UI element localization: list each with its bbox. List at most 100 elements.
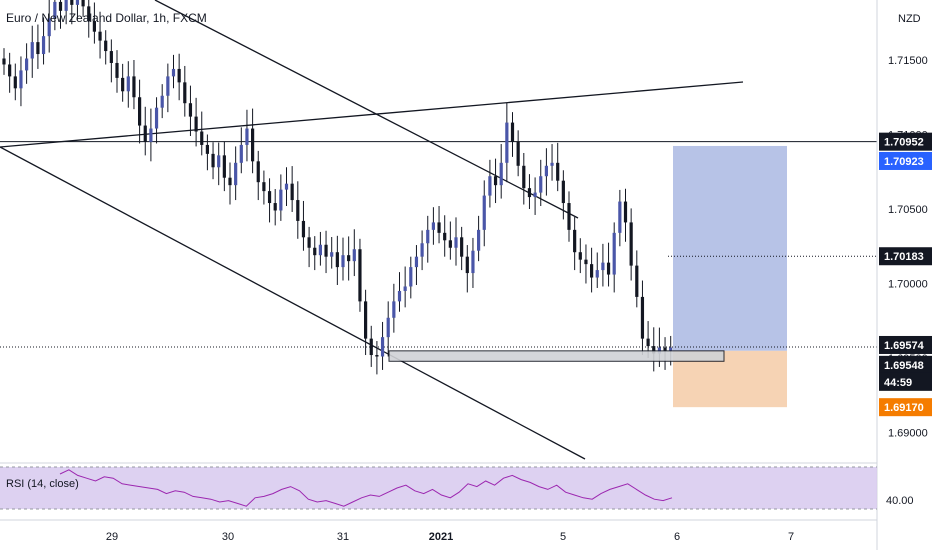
candle-body	[98, 31, 102, 41]
candle	[375, 341, 379, 375]
time-tick-label: 29	[106, 531, 118, 543]
candle-body	[19, 70, 23, 89]
candle	[160, 84, 164, 119]
candle	[290, 166, 294, 212]
candle	[573, 217, 577, 271]
candle	[448, 221, 452, 260]
candle	[347, 236, 351, 281]
horizontal-line-level-label: 1.70952	[879, 132, 932, 151]
candle	[341, 237, 345, 281]
candle	[364, 289, 368, 356]
candle	[380, 321, 385, 370]
candle-body	[149, 128, 153, 142]
candle-body	[601, 262, 605, 271]
candle-body	[183, 82, 187, 104]
candle	[516, 130, 520, 177]
candle	[279, 174, 283, 221]
candle-body	[533, 192, 537, 198]
candle-body	[217, 155, 221, 168]
candle-body	[154, 107, 159, 129]
candle-body	[273, 203, 277, 211]
candle	[245, 109, 249, 162]
candle-body	[341, 255, 345, 268]
candle	[590, 247, 594, 293]
candle	[437, 206, 441, 244]
entry-level-label-text: 1.69548	[884, 360, 924, 372]
candle-body	[267, 191, 272, 204]
candle-body	[465, 256, 469, 274]
candle-body	[8, 64, 12, 77]
ascending-trendline[interactable]	[0, 81, 744, 148]
candle	[623, 188, 628, 242]
candle	[81, 0, 85, 17]
candle-body	[132, 76, 136, 98]
rsi-band	[0, 467, 877, 509]
candle	[409, 256, 413, 299]
time-tick-label: 6	[674, 531, 680, 543]
candle-body	[409, 267, 413, 287]
time-tick-label: 5	[560, 531, 566, 543]
candle-body	[70, 0, 74, 5]
candle	[420, 230, 424, 271]
candle-body	[75, 0, 80, 5]
candle	[369, 325, 373, 367]
candle	[205, 134, 209, 171]
candle	[251, 108, 255, 174]
candle	[126, 61, 130, 108]
candle	[330, 237, 334, 269]
candle-body	[2, 58, 6, 65]
candle	[267, 178, 272, 223]
candle	[211, 142, 215, 180]
candle-body	[471, 250, 475, 274]
candle	[262, 170, 266, 205]
candle-body	[25, 58, 29, 71]
stop-level-label-text: 1.69170	[884, 402, 924, 414]
candle	[239, 127, 243, 174]
candle	[273, 189, 277, 226]
candle	[30, 25, 34, 78]
candle-body	[595, 270, 599, 278]
candle-body	[375, 355, 379, 357]
candle	[53, 0, 57, 31]
candle-body	[115, 62, 119, 78]
price-scale[interactable]	[878, 0, 932, 550]
target-zone[interactable]	[673, 145, 787, 351]
candle-body	[578, 252, 582, 260]
candle	[612, 222, 616, 293]
candle-body	[482, 195, 486, 230]
candle	[58, 0, 63, 29]
candle-body	[510, 122, 515, 142]
candle-body	[635, 265, 639, 297]
descending-trendline-lower[interactable]	[0, 146, 586, 460]
candle-body	[397, 290, 402, 302]
candle-body	[347, 255, 351, 262]
candle-body	[550, 162, 554, 166]
candle	[403, 266, 407, 308]
candle	[36, 24, 40, 69]
candle-body	[160, 95, 164, 108]
time-tick-label: 31	[337, 531, 349, 543]
candle	[635, 250, 639, 308]
candle-body	[256, 161, 260, 183]
target-level-label: 1.70923	[879, 151, 932, 170]
price-tick-label: 1.70500	[888, 204, 928, 216]
candle-body	[200, 131, 204, 145]
target-level-label-text: 1.70923	[884, 156, 924, 168]
symbol-title: Euro / New Zealand Dollar, 1h, FXCM	[6, 11, 207, 25]
candle-body	[87, 6, 91, 22]
candle-body	[222, 155, 226, 178]
descending-trendline-upper[interactable]	[154, 0, 579, 219]
candle	[194, 97, 198, 147]
candle-body	[301, 220, 306, 238]
candle-body	[64, 0, 68, 11]
candle-body	[330, 252, 334, 257]
candle	[431, 207, 435, 245]
price-tick-label: 1.71500	[888, 55, 928, 67]
candle	[296, 181, 300, 239]
support-zone-box[interactable]	[388, 350, 725, 362]
horizontal-line-level-label-text: 1.70952	[884, 137, 924, 149]
time-tick-label: 2021	[429, 531, 453, 543]
candle	[47, 0, 51, 53]
candle	[200, 111, 204, 156]
